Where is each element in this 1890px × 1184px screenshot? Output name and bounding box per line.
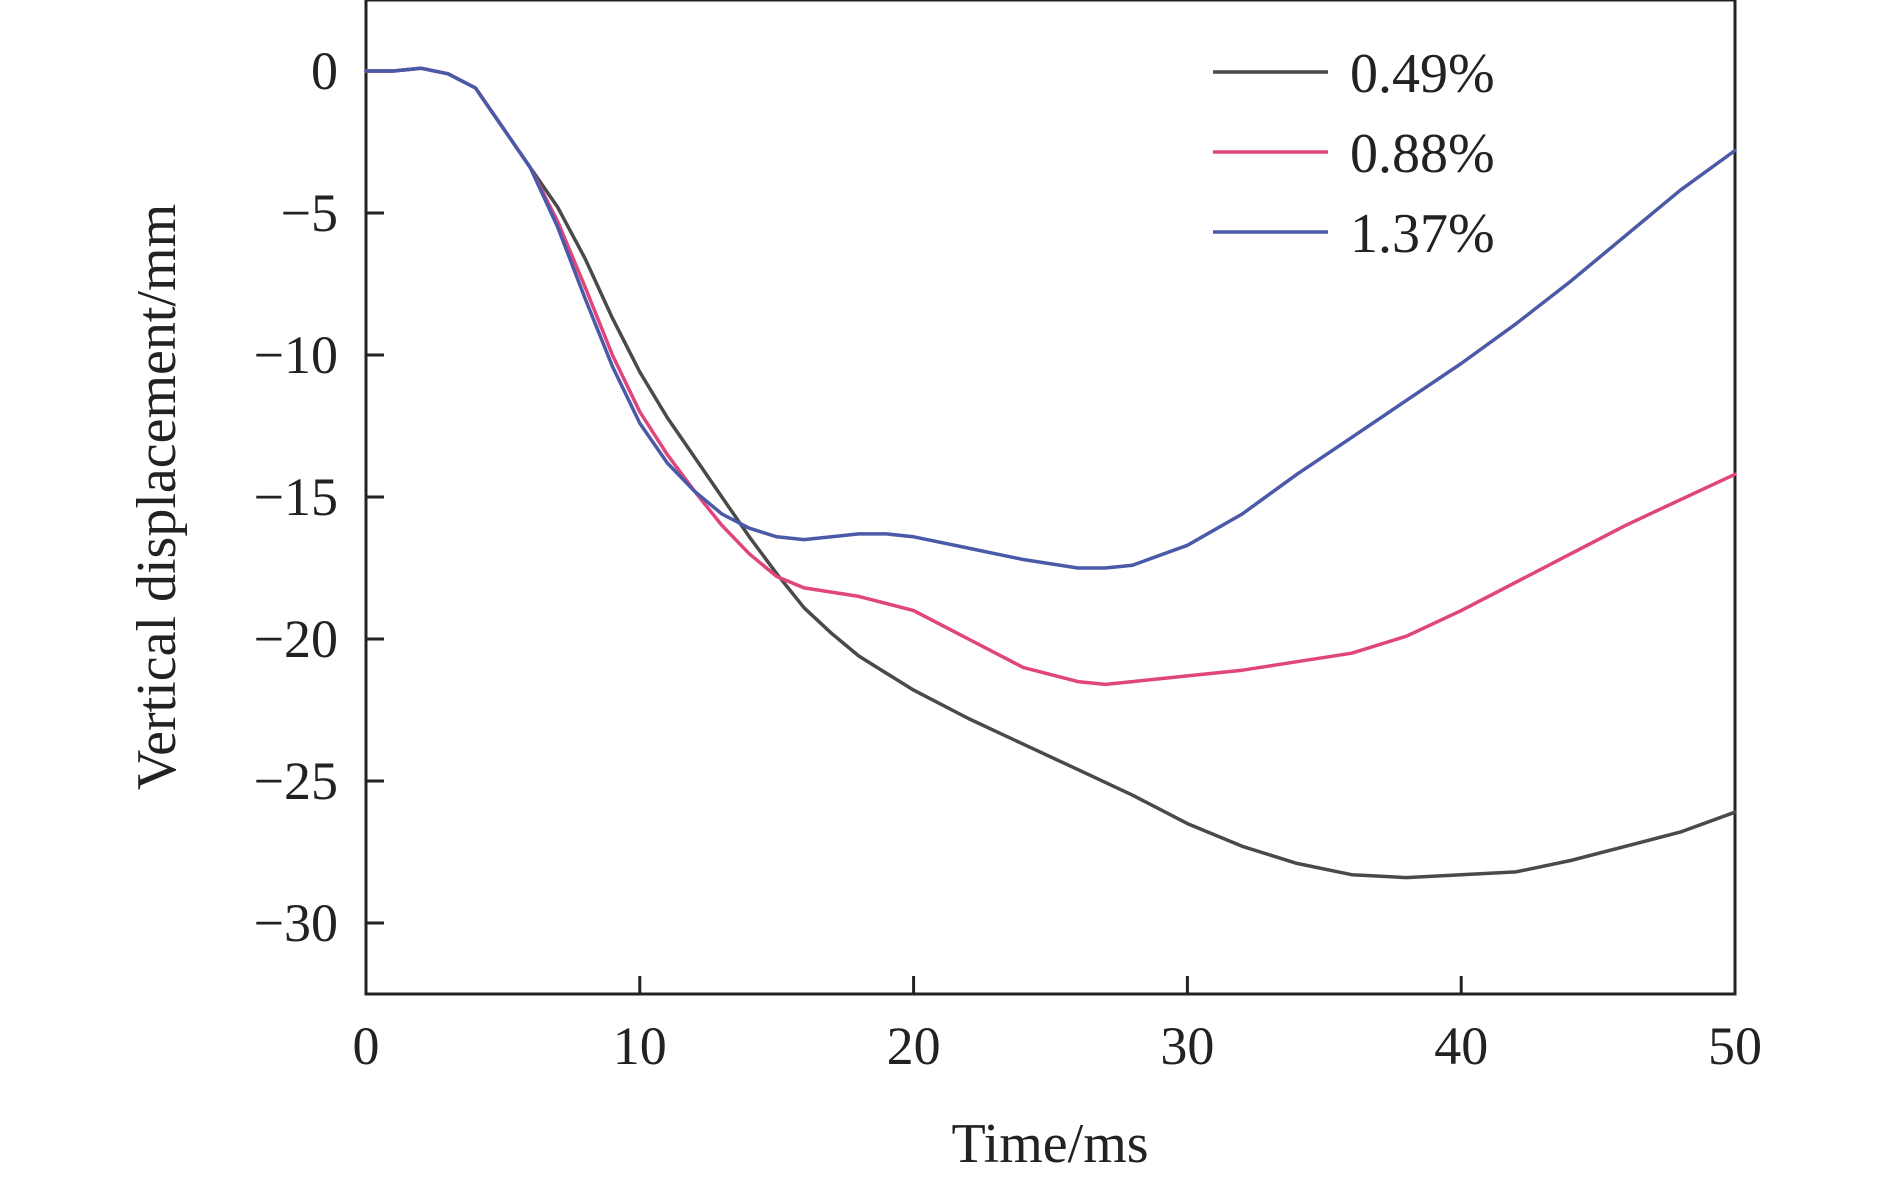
y-tick-label: −20 bbox=[254, 609, 338, 669]
series-line-2 bbox=[364, 66, 1737, 687]
y-tick-label: 0 bbox=[311, 41, 338, 101]
legend-label: 1.37% bbox=[1350, 203, 1495, 265]
legend-label: 0.49% bbox=[1350, 43, 1495, 105]
x-axis-title: Time/ms bbox=[951, 1113, 1148, 1175]
y-tick-label: −5 bbox=[281, 183, 338, 243]
series-line-1 bbox=[364, 66, 1737, 880]
plot-frame bbox=[364, 0, 1737, 996]
x-tick-label: 30 bbox=[1160, 1016, 1214, 1076]
x-tick-label: 20 bbox=[887, 1016, 941, 1076]
y-tick-label: −15 bbox=[254, 467, 338, 527]
x-tick-label: 10 bbox=[613, 1016, 667, 1076]
series-lines bbox=[364, 66, 1737, 880]
x-tick-label: 40 bbox=[1434, 1016, 1488, 1076]
y-axis-title: Vertical displacement/mm bbox=[126, 204, 188, 790]
y-axis-ticks: 0 −5 −10 −15 −20 −25 −30 bbox=[254, 41, 384, 953]
y-tick-label: −25 bbox=[254, 751, 338, 811]
x-axis-ticks: 0 10 20 30 40 50 bbox=[353, 976, 1762, 1076]
x-tick-label: 50 bbox=[1708, 1016, 1762, 1076]
x-tick-label: 0 bbox=[353, 1016, 380, 1076]
y-tick-label: −10 bbox=[254, 325, 338, 385]
legend-label: 0.88% bbox=[1350, 123, 1495, 185]
legend: 0.49% 0.88% 1.37% bbox=[1213, 43, 1495, 265]
series-line-3 bbox=[364, 66, 1737, 570]
y-tick-label: −30 bbox=[254, 893, 338, 953]
